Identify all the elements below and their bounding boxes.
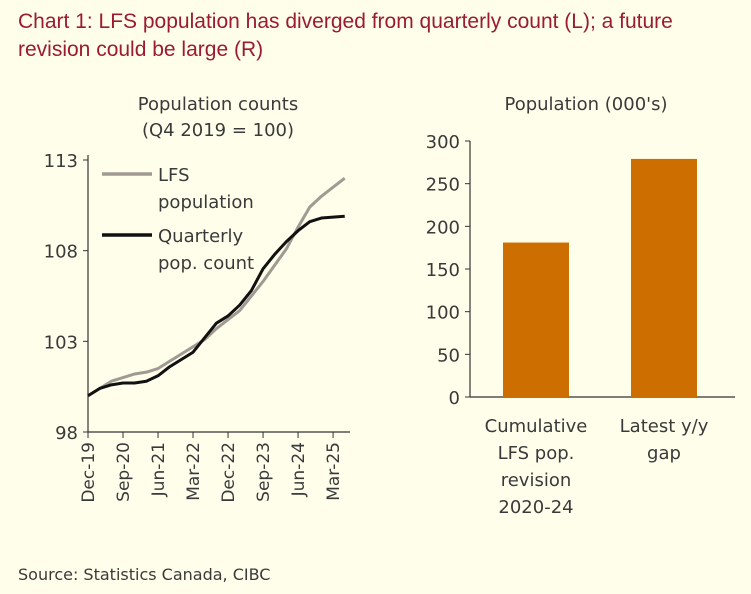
quarterly-count-line	[87, 214, 345, 398]
y-tick-label: 100	[426, 303, 460, 324]
legend-label: LFS	[158, 165, 190, 186]
right-chart-title: Population (000's)	[504, 94, 667, 115]
y-tick-label: 98	[55, 423, 78, 444]
bar	[631, 158, 697, 397]
legend-label: population	[158, 192, 254, 213]
source-note: Source: Statistics Canada, CIBC	[18, 565, 271, 584]
y-tick-label: 108	[44, 242, 78, 263]
bar-category-label: gap	[647, 443, 681, 464]
bar-category-label: revision	[501, 470, 572, 491]
y-tick-label: 113	[44, 151, 78, 172]
x-tick-label: Jun-24	[289, 442, 309, 497]
y-tick-label: 150	[426, 260, 460, 281]
bar-category-label: Latest y/y	[620, 416, 709, 437]
x-tick-label: Mar-25	[324, 442, 344, 501]
x-tick-label: Sep-20	[114, 442, 134, 502]
lfs-population-line	[87, 176, 346, 398]
chart-title: Chart 1: LFS population has diverged fro…	[18, 10, 673, 61]
bar-category-label: 2020-24	[498, 497, 573, 518]
left-chart-title: Population counts	[138, 94, 298, 115]
legend-label: pop. count	[158, 253, 254, 274]
bar-category-label: LFS pop.	[498, 443, 575, 464]
y-tick-label: 103	[44, 332, 78, 353]
bar	[503, 242, 569, 397]
y-tick-label: 0	[449, 388, 460, 409]
x-tick-label: Sep-23	[254, 442, 274, 502]
y-tick-label: 250	[426, 175, 460, 196]
x-tick-label: Mar-22	[184, 442, 204, 501]
y-tick-label: 50	[437, 345, 460, 366]
left-chart-title: (Q4 2019 = 100)	[142, 120, 294, 141]
legend-label: Quarterly	[158, 226, 244, 247]
y-tick-label: 200	[426, 217, 460, 238]
x-tick-label: Jun-21	[149, 442, 169, 497]
y-tick-label: 300	[426, 132, 460, 153]
x-tick-label: Dec-22	[219, 442, 239, 503]
bar-category-label: Cumulative	[485, 416, 588, 437]
x-tick-label: Dec-19	[79, 442, 99, 503]
